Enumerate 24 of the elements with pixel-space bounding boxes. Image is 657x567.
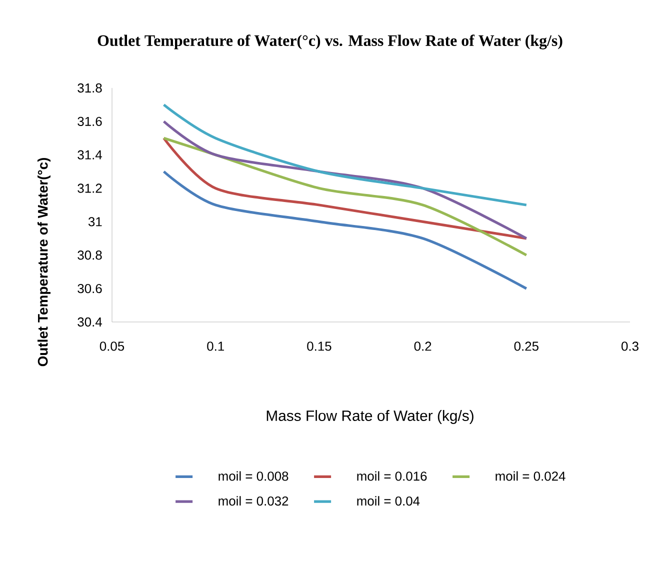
line-series bbox=[162, 170, 528, 290]
x-tick-label: 0.3 bbox=[622, 342, 638, 351]
chart-title: Outlet Temperature of Water(°c) vs. Mass Flow Rate of Water (kg/s) bbox=[98, 34, 562, 50]
y-tick-label: 31 bbox=[88, 217, 102, 226]
y-tick-label: 30.4 bbox=[78, 317, 102, 327]
legend-label: moil = 0.04 bbox=[357, 496, 420, 506]
x-tick-label: 0.05 bbox=[100, 342, 124, 351]
y-tick-label: 31.2 bbox=[78, 184, 102, 193]
y-tick-label: 30.8 bbox=[78, 250, 102, 260]
y-tick-label: 31.6 bbox=[78, 116, 102, 126]
y-axis-title: Outlet Temperature of Water(°c) bbox=[38, 158, 51, 366]
x-axis-title: Mass Flow Rate of Water (kg/s) bbox=[266, 410, 474, 424]
line-series bbox=[162, 103, 528, 206]
y-tick-label: 31.4 bbox=[78, 150, 102, 160]
x-tick-label: 0.25 bbox=[514, 342, 538, 351]
legend-label: moil = 0.016 bbox=[357, 471, 427, 481]
x-tick-label: 0.2 bbox=[414, 342, 432, 351]
x-tick-label: 0.15 bbox=[307, 342, 332, 351]
x-tick-label: 0.1 bbox=[207, 342, 224, 351]
legend-label: moil = 0.008 bbox=[218, 471, 288, 481]
y-tick-label: 31.8 bbox=[78, 83, 102, 93]
y-tick-label: 30.6 bbox=[78, 284, 102, 294]
legend-label: moil = 0.024 bbox=[496, 471, 566, 481]
legend-label: moil = 0.032 bbox=[218, 496, 288, 506]
